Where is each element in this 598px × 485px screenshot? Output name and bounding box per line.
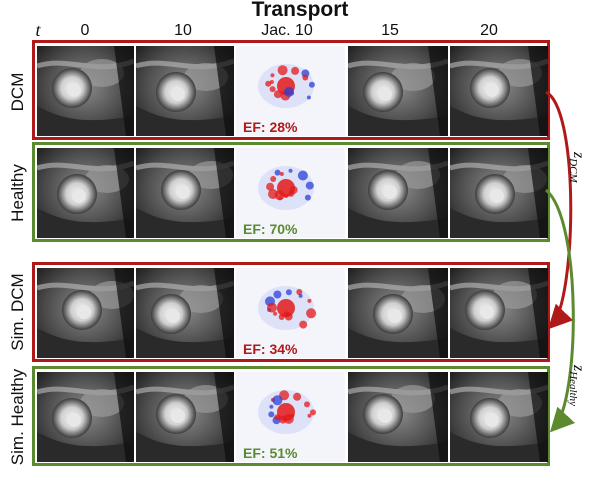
ejection-fraction-label: EF: 34% (243, 341, 298, 357)
mri-frame (450, 46, 548, 136)
z-healthy-label: zHealthy (567, 364, 587, 406)
figure-title: Transport (251, 0, 349, 21)
column-header-0: 0 (80, 22, 90, 39)
column-header-20: 20 (480, 22, 498, 39)
mri-frame (348, 268, 448, 358)
z-dcm-label: zDCM (567, 151, 587, 184)
jacobian-map (236, 268, 345, 358)
mri-frame (136, 46, 234, 136)
mri-frame (450, 148, 548, 238)
mri-frame (37, 46, 134, 136)
mri-frame (450, 372, 548, 462)
mri-frame (37, 268, 134, 358)
mri-frame (37, 148, 134, 238)
row-panel-sim-healthy: EF: 51% (32, 366, 550, 466)
mri-frame (136, 268, 234, 358)
row-panel-sim-dcm: EF: 34% (32, 262, 550, 362)
row-label-healthy: Healthy (8, 164, 27, 222)
mri-frame (348, 372, 448, 462)
svg-text:zDCM: zDCM (567, 151, 587, 184)
time-axis-label: t (35, 20, 41, 40)
dcm-transport-arrow (545, 90, 574, 330)
mri-frame (136, 148, 234, 238)
ejection-fraction-label: EF: 51% (243, 445, 298, 461)
row-label-dcm: DCM (8, 72, 27, 112)
mri-frame (348, 46, 448, 136)
jacobian-map (236, 46, 345, 136)
healthy-transport-arrow (544, 188, 576, 433)
column-header-15: 15 (381, 22, 399, 39)
mri-frame (348, 148, 448, 238)
jacobian-map (236, 372, 345, 462)
jacobian-map (236, 148, 345, 238)
svg-text:zHealthy: zHealthy (567, 364, 587, 406)
ejection-fraction-label: EF: 28% (243, 119, 298, 135)
column-header-jacobian: Jac. 10 (261, 22, 313, 39)
row-panel-healthy: EF: 70% (32, 142, 550, 242)
row-label-sim-healthy: Sim. Healthy (8, 368, 27, 466)
ejection-fraction-label: EF: 70% (243, 221, 298, 237)
mri-frame (37, 372, 134, 462)
mri-frame (136, 372, 234, 462)
latent-arrows: zDCM zHealthy (544, 90, 587, 433)
mri-frame (450, 268, 548, 358)
row-label-sim-dcm: Sim. DCM (8, 273, 27, 351)
row-panel-dcm: EF: 28% (32, 40, 550, 140)
column-header-10: 10 (174, 22, 192, 39)
